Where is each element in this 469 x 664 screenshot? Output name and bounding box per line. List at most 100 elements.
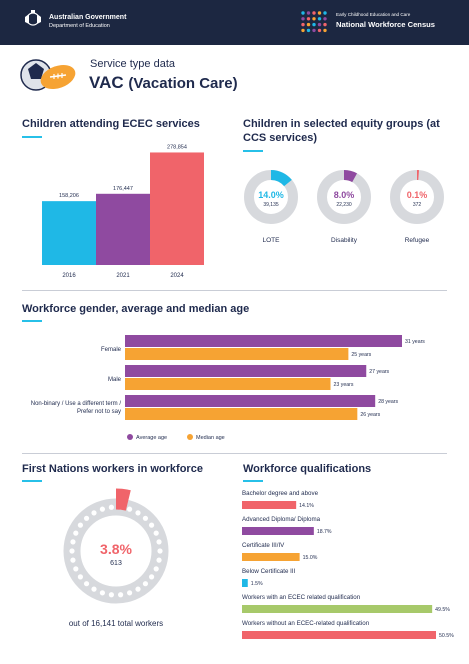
- ring-dot: [148, 574, 155, 580]
- logo-dot: [317, 11, 322, 15]
- title-code: VAC: [89, 73, 124, 92]
- ring-dot: [156, 557, 162, 563]
- qualification-label: Advanced Diploma/ Diploma: [242, 516, 321, 523]
- equity-donut-charts: 14.0% 39,135 LOTE 8.0% 22,230 Disability 0.1% 3…: [244, 170, 444, 244]
- section-divider: [22, 453, 447, 454]
- donut-category-label: Refugee: [405, 237, 430, 244]
- page-title: VAC (Vacation Care): [89, 73, 238, 93]
- bar-qualification: [242, 605, 433, 613]
- bar-value-label: 278,854: [167, 144, 187, 150]
- logo-dot: [306, 28, 311, 33]
- ring-dot: [142, 515, 149, 521]
- logo-dot: [312, 17, 316, 21]
- bar-average-age: [125, 395, 376, 407]
- ring-dot: [83, 581, 90, 587]
- bar-qualification: [242, 501, 297, 509]
- bar-2024: [150, 152, 204, 265]
- ring-dot: [156, 539, 162, 545]
- donut-dot-ring: [69, 504, 163, 598]
- department-name: Department of Education: [49, 23, 110, 29]
- attending-heading: Children attending ECEC services: [22, 118, 200, 130]
- census-title: National Workforce Census: [336, 20, 436, 29]
- title-description: (Vacation Care): [128, 75, 238, 92]
- ring-dot: [142, 581, 149, 587]
- ring-dot: [108, 504, 115, 510]
- gender-category-label: Prefer not to say: [77, 409, 121, 415]
- donut-category-label: LOTE: [263, 237, 281, 244]
- donut-segment-first-nations: [53, 488, 179, 614]
- equity-underline: [243, 150, 263, 152]
- ring-dot: [99, 506, 106, 512]
- bar-value-label: 15.0%: [303, 555, 318, 561]
- logo-dot: [317, 17, 322, 21]
- bar-qualification: [242, 579, 248, 587]
- logo-dot: [323, 22, 327, 27]
- bar-value-label: 18.7%: [317, 529, 332, 535]
- census-dots-logo-icon: [301, 11, 327, 33]
- bar-value-label: 26 years: [360, 412, 380, 418]
- logo-dot: [317, 22, 322, 27]
- bar-qualification: [242, 631, 436, 639]
- first-nations-donut-chart: 3.8% 613 out of 16,141 total workers: [53, 488, 179, 628]
- logo-dot: [306, 11, 311, 15]
- ring-dot: [126, 590, 133, 596]
- x-tick-label: 2016: [62, 273, 76, 279]
- logo-dot: [323, 11, 327, 15]
- ring-dot: [77, 574, 84, 580]
- donut-segment-refugee: [390, 170, 444, 224]
- section-divider: [22, 290, 447, 291]
- legend-marker: [187, 434, 193, 440]
- x-tick-label: 2024: [170, 273, 184, 279]
- sports-balls-icon: [20, 59, 76, 91]
- donut-percent-label: 14.0%: [258, 190, 284, 200]
- ring-dot: [77, 522, 84, 528]
- logo-dot: [306, 17, 311, 21]
- gender-category-label: Male: [108, 377, 122, 383]
- bar-value-label: 28 years: [378, 399, 398, 405]
- ring-dot: [83, 515, 90, 521]
- ring-dot: [73, 530, 79, 536]
- x-tick-label: 2021: [116, 273, 130, 279]
- bar-2016: [42, 201, 96, 265]
- bar-value-label: 23 years: [334, 382, 354, 388]
- donut-track: [317, 170, 371, 224]
- bar-value-label: 31 years: [405, 339, 425, 345]
- logo-dot: [306, 22, 311, 27]
- ring-dot: [117, 592, 124, 598]
- ring-dot: [69, 548, 75, 554]
- qualification-label: Workers without an ECEC-related qualific…: [242, 620, 370, 627]
- qualifications-heading: Workforce qualifications: [243, 463, 372, 475]
- ring-dot: [157, 548, 163, 554]
- ring-dot: [99, 590, 106, 596]
- donut-segment-lote: [244, 170, 298, 224]
- logo-dot: [301, 17, 305, 21]
- first-nations-heading: First Nations workers in workforce: [22, 463, 203, 475]
- bar-value-label: 27 years: [369, 369, 389, 375]
- logo-dot: [323, 17, 327, 21]
- donut-count-label: 613: [110, 560, 122, 567]
- gender-age-bar-chart: Female 31 years 25 years Male 27 years 23 yea…: [31, 335, 425, 441]
- ring-dot: [135, 510, 141, 516]
- logo-dot: [323, 28, 327, 33]
- donut-count-label: 39,135: [263, 202, 279, 208]
- bar-qualification: [242, 553, 300, 561]
- ring-dot: [153, 530, 159, 536]
- bar-value-label: 49.5%: [435, 607, 450, 613]
- qualification-label: Certificate III/IV: [242, 542, 285, 549]
- first-nations-underline: [22, 480, 42, 482]
- donut-percent-label: 0.1%: [407, 190, 428, 200]
- legend-label: Average age: [136, 435, 167, 441]
- bar-value-label: 1.5%: [251, 581, 263, 587]
- ring-dot: [70, 557, 76, 563]
- qualifications-bar-chart: Bachelor degree and above 14.1% Advanced D…: [242, 490, 454, 639]
- census-subtitle: Early Childhood Education and Care: [336, 12, 411, 17]
- legend-label: Median age: [196, 435, 225, 441]
- legend-marker: [127, 434, 133, 440]
- qualifications-underline: [243, 480, 263, 482]
- ring-dot: [153, 566, 159, 572]
- bar-2021: [96, 193, 150, 265]
- bar-average-age: [125, 365, 367, 377]
- bar-value-label: 50.5%: [439, 633, 454, 639]
- top-header-bar: Australian Government Department of Educ…: [0, 0, 469, 45]
- logo-dot: [301, 28, 305, 33]
